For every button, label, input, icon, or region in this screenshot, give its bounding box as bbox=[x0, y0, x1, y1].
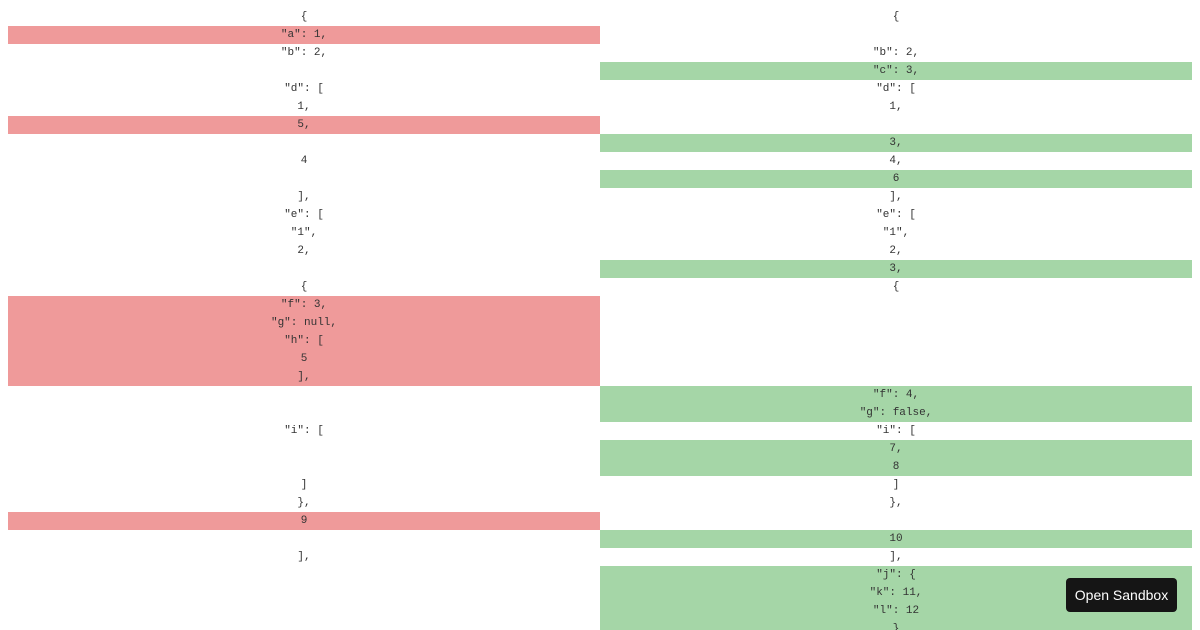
diff-line-blank bbox=[8, 62, 600, 80]
diff-line-same: { bbox=[892, 281, 900, 293]
diff-line-same: "i": [ bbox=[876, 425, 916, 437]
diff-line-same: { bbox=[300, 11, 308, 23]
diff-line-same: "i": [ bbox=[284, 425, 324, 437]
diff-left-pane: { "a": 1, "b": 2, "d": [ 1, 5, 4], "e": [ "1", 2,… bbox=[8, 8, 600, 566]
diff-line-added: "k": 11, bbox=[600, 584, 1192, 602]
diff-line-same: ], bbox=[297, 551, 311, 563]
diff-line-blank bbox=[8, 170, 600, 188]
diff-line-removed: "g": null, bbox=[8, 314, 600, 332]
diff-line-same: { bbox=[300, 281, 308, 293]
diff-line-same: }, bbox=[297, 497, 311, 509]
diff-line-removed: 9 bbox=[8, 512, 600, 530]
diff-line-added: 3, bbox=[600, 260, 1192, 278]
diff-line-same: 2, bbox=[297, 245, 311, 257]
diff-line-same: "d": [ bbox=[284, 83, 324, 95]
diff-line-blank bbox=[600, 368, 1192, 386]
diff-line-added: 3, bbox=[600, 134, 1192, 152]
diff-line-same: 2, bbox=[889, 245, 903, 257]
diff-line-same: "b": 2, bbox=[280, 47, 328, 59]
diff-line-same: "d": [ bbox=[876, 83, 916, 95]
diff-line-same: 1, bbox=[889, 101, 903, 113]
diff-line-added: 8 bbox=[600, 458, 1192, 476]
diff-line-added: "g": false, bbox=[600, 404, 1192, 422]
diff-line-blank bbox=[600, 296, 1192, 314]
diff-line-same: "1", bbox=[882, 227, 910, 239]
diff-line-added: 10 bbox=[600, 530, 1192, 548]
diff-line-added: "l": 12 bbox=[600, 602, 1192, 620]
diff-line-same: ], bbox=[889, 551, 903, 563]
diff-line-blank bbox=[8, 404, 600, 422]
diff-line-added: 7, bbox=[600, 440, 1192, 458]
diff-line-same: 1, bbox=[297, 101, 311, 113]
diff-line-same: { bbox=[892, 11, 900, 23]
diff-line-blank bbox=[600, 116, 1192, 134]
diff-line-blank bbox=[600, 314, 1192, 332]
diff-line-removed: "a": 1, bbox=[8, 26, 600, 44]
diff-line-added: "c": 3, bbox=[600, 62, 1192, 80]
diff-line-removed: 5 bbox=[8, 350, 600, 368]
diff-line-same: ] bbox=[300, 479, 308, 491]
diff-line-same: "1", bbox=[290, 227, 318, 239]
open-sandbox-button[interactable]: Open Sandbox bbox=[1066, 578, 1177, 612]
diff-line-blank bbox=[8, 134, 600, 152]
diff-line-same: ], bbox=[889, 191, 903, 203]
diff-line-added: "f": 4, bbox=[600, 386, 1192, 404]
diff-line-same: "e": [ bbox=[284, 209, 324, 221]
diff-line-same: ], bbox=[297, 191, 311, 203]
diff-line-removed: "h": [ bbox=[8, 332, 600, 350]
diff-line-same: "b": 2, bbox=[872, 47, 920, 59]
diff-line-removed: 5, bbox=[8, 116, 600, 134]
diff-line-blank bbox=[600, 332, 1192, 350]
diff-line-blank bbox=[600, 350, 1192, 368]
diff-line-added: 6 bbox=[600, 170, 1192, 188]
diff-line-added: "j": { bbox=[600, 566, 1192, 584]
diff-line-blank bbox=[8, 260, 600, 278]
diff-line-same: 4, bbox=[889, 155, 903, 167]
diff-line-removed: ], bbox=[8, 368, 600, 386]
diff-line-blank bbox=[8, 458, 600, 476]
diff-line-blank bbox=[600, 512, 1192, 530]
diff-line-removed: "f": 3, bbox=[8, 296, 600, 314]
diff-line-same: }, bbox=[889, 497, 903, 509]
diff-right-pane: { "b": 2, "c": 3, "d": [ 1, 3, 4, 6], "e": [ "1",… bbox=[600, 8, 1192, 630]
diff-line-added: } bbox=[600, 620, 1192, 630]
diff-line-blank bbox=[600, 26, 1192, 44]
diff-line-blank bbox=[8, 530, 600, 548]
diff-line-same: 4 bbox=[300, 155, 308, 167]
diff-line-same: "e": [ bbox=[876, 209, 916, 221]
diff-line-blank bbox=[8, 440, 600, 458]
diff-line-same: ] bbox=[892, 479, 900, 491]
diff-line-blank bbox=[8, 386, 600, 404]
